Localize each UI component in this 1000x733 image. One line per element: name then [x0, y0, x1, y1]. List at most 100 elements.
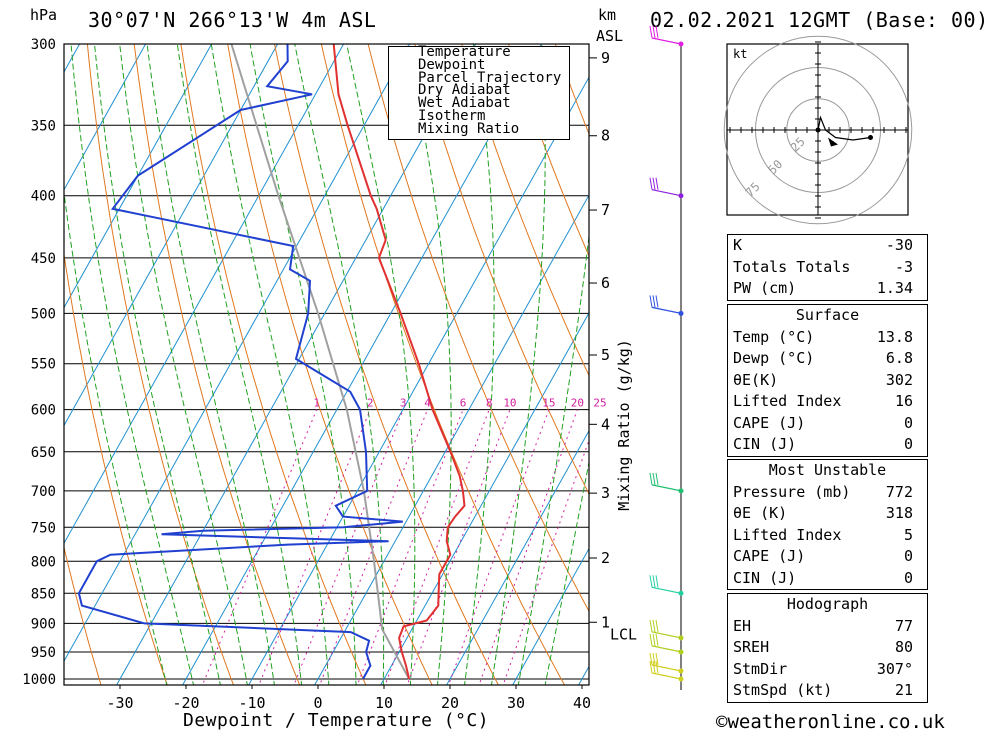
- wind-barb-flag: [652, 25, 656, 39]
- legend-entry: Isotherm: [418, 107, 486, 124]
- wind-barb-dot: [678, 668, 684, 674]
- row-label: StmDir: [733, 659, 788, 678]
- x-tick-label: 10: [375, 694, 393, 712]
- table-row: Totals Totals -3: [728, 257, 927, 279]
- wind-barb-flag: [655, 575, 659, 588]
- x-axis-label: Dewpoint / Temperature (°C): [183, 710, 490, 731]
- wind-barb-flag: [649, 633, 653, 646]
- wet-adiabat-line: [464, 44, 495, 685]
- dry-adiabat-line: [461, 44, 589, 377]
- table-row: StmSpd (kt) 21: [728, 680, 927, 702]
- isotherm-line: [64, 44, 279, 427]
- hodograph-ring: [723, 35, 913, 225]
- isotherm-line: [64, 44, 213, 309]
- dry-adiabat-line: [86, 44, 235, 685]
- indices-table: K -30 Totals Totals -3 PW (cm) 1.34: [727, 234, 928, 301]
- wind-barb-flag: [649, 472, 653, 485]
- wind-barb-flag: [655, 660, 659, 674]
- row-label: Lifted Index: [733, 525, 842, 544]
- table-row: StmDir 307°: [728, 659, 927, 681]
- wind-barb-flag: [652, 472, 656, 485]
- hpa-label: hPa: [30, 6, 58, 24]
- row-value: 772: [885, 482, 913, 501]
- mixing-ratio-line: [406, 409, 511, 685]
- temperature-line: [332, 44, 466, 680]
- hodograph-table: Hodograph EH 77 SREH 80 StmDir 307° StmSpd (kt…: [727, 593, 928, 703]
- pressure-tick-label: 600: [31, 403, 56, 419]
- wind-barb-staff: [651, 645, 682, 653]
- isotherm-line: [446, 429, 589, 685]
- row-value: 318: [885, 504, 913, 522]
- x-tick-label: -30: [106, 694, 133, 712]
- row-value: 1.34: [876, 279, 913, 297]
- wind-barb-flag: [655, 295, 659, 308]
- height-tick-label: 2: [601, 549, 610, 567]
- mixing-ratio-label: 20: [571, 397, 584, 410]
- legend-entry: Dewpoint: [418, 56, 486, 73]
- dry-adiabat-line: [367, 44, 589, 613]
- mixing-ratio-line: [258, 409, 371, 685]
- row-value: 16: [894, 392, 913, 410]
- pressure-tick-label: 950: [31, 645, 56, 661]
- wind-barb-flag: [655, 177, 659, 190]
- wind-barb-flag: [649, 660, 653, 674]
- wind-barb-dot: [678, 649, 684, 655]
- legend-entry: Wet Adiabat: [418, 95, 511, 112]
- height-tick-label: 7: [601, 201, 610, 219]
- x-tick-label: 0: [313, 694, 322, 712]
- x-tick-label: -20: [172, 694, 199, 712]
- table-row: CAPE (J) 0: [728, 546, 927, 568]
- x-tick-label: 40: [573, 694, 591, 712]
- row-label: θE(K): [733, 370, 779, 389]
- mixing-ratio-label: 3: [400, 397, 407, 410]
- mixing-ratio-label: 25: [593, 397, 606, 410]
- isotherm-line: [64, 44, 411, 663]
- row-label: Lifted Index: [733, 392, 842, 410]
- height-tick-label: 1: [601, 613, 610, 631]
- wind-barb-flag: [655, 619, 659, 632]
- pressure-tick-label: 300: [31, 37, 56, 53]
- row-value: 80: [894, 638, 913, 656]
- wind-barb-flag: [649, 25, 653, 39]
- most-unstable-title: Most Unstable: [768, 461, 887, 479]
- legend-entry: Dry Adiabat: [418, 82, 511, 99]
- legend: [388, 46, 570, 140]
- table-row: Lifted Index 16: [728, 391, 927, 413]
- isotherm-line: [380, 311, 589, 685]
- row-label: StmSpd (kt): [733, 681, 833, 699]
- hodograph-point: [815, 127, 821, 133]
- legend-labels: Temperature Dewpoint Parcel Trajectory Dry …: [418, 45, 561, 136]
- row-value: -30: [885, 236, 913, 254]
- row-label: PW (cm): [733, 279, 797, 297]
- height-tick-label: 4: [601, 415, 610, 433]
- wind-barb-flag: [649, 295, 653, 308]
- lcl-label: LCL: [610, 625, 637, 643]
- row-value: 302: [885, 370, 913, 389]
- wet-adiabat-line: [146, 44, 275, 685]
- row-label: Pressure (mb): [733, 482, 851, 501]
- table-row: SREH 80: [728, 637, 927, 659]
- row-label: Temp (°C): [733, 327, 815, 346]
- row-value: 77: [894, 616, 913, 635]
- height-tick-label: 9: [601, 49, 610, 67]
- mixing-ratio-label: 4: [424, 397, 431, 410]
- row-label: CAPE (J): [733, 413, 806, 432]
- watermark: ©weatheronline.co.uk: [716, 711, 945, 733]
- wet-adiabat-line: [406, 44, 452, 685]
- wind-barb-flag: [652, 652, 656, 666]
- isotherm-line: [512, 547, 589, 685]
- hodograph-point: [868, 135, 873, 140]
- x-tick-label: -10: [238, 694, 265, 712]
- dry-adiabat-line: [956, 8, 1000, 705]
- isotherm-line: [314, 194, 589, 685]
- pressure-tick-label: 700: [31, 484, 56, 500]
- storm-motion-marker: [828, 137, 838, 147]
- dry-adiabat-line: [507, 44, 589, 258]
- row-value: 21: [894, 681, 913, 699]
- wet-adiabat-line: [346, 44, 416, 685]
- dry-adiabat-line: [414, 44, 589, 495]
- row-value: 13.8: [876, 327, 913, 346]
- datetime-title: 02.02.2021 12GMT (Base: 00): [650, 8, 989, 32]
- hodograph-trace: [817, 115, 871, 141]
